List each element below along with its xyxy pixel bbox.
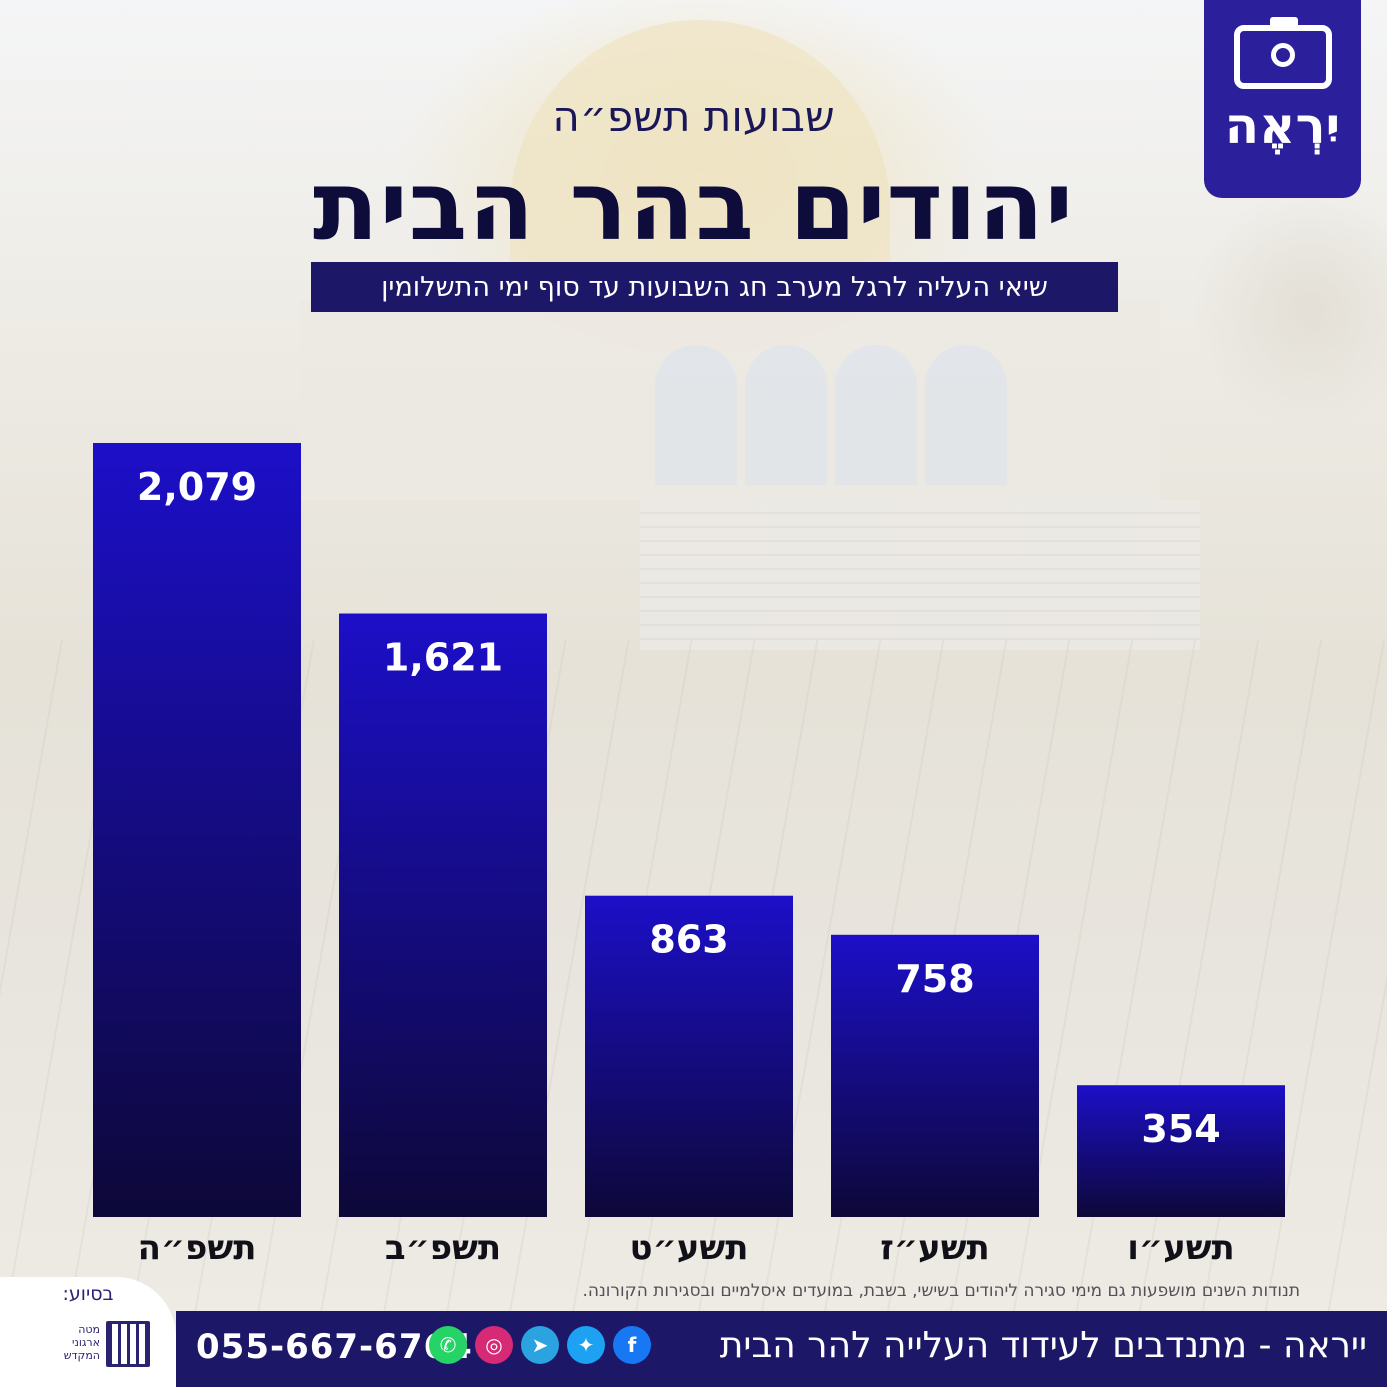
bar-1 xyxy=(339,613,547,1217)
footer-slogan: ייראה - מתנדבים לעידוד העלייה להר הבית xyxy=(719,1325,1367,1366)
footer-bar: 055-667-6764 ✆ ◎ ➤ ✦ f ייראה - מתנדבים ל… xyxy=(176,1311,1387,1387)
bar-value-label: 1,621 xyxy=(383,636,503,680)
bar-2 xyxy=(585,895,793,1217)
temple-icon xyxy=(106,1321,150,1367)
arch-shape xyxy=(655,345,737,485)
whatsapp-icon[interactable]: ✆ xyxy=(429,1326,467,1364)
twitter-icon[interactable]: ✦ xyxy=(567,1326,605,1364)
social-icons: ✆ ◎ ➤ ✦ f xyxy=(429,1326,651,1364)
arch-shape xyxy=(745,345,827,485)
category-label: תשע״ו xyxy=(1127,1228,1234,1268)
category-label: תשפ״ב xyxy=(385,1228,501,1268)
bar-value-label: 2,079 xyxy=(137,465,257,509)
logo-text: יִרְאֶה xyxy=(1224,97,1341,155)
footnote: תנודות השנים מושפעות גם מימי סגירה ליהוד… xyxy=(582,1281,1300,1301)
bar-3 xyxy=(831,934,1039,1217)
category-label: תשע״ט xyxy=(630,1228,749,1268)
bar-value-label: 354 xyxy=(1141,1107,1220,1151)
sponsor-org: מטה ארגוני המקדש xyxy=(63,1323,100,1362)
stairs-shape xyxy=(640,500,1200,650)
facebook-icon[interactable]: f xyxy=(613,1326,651,1364)
bar-4 xyxy=(1077,1085,1285,1217)
brand-logo[interactable]: יִרְאֶה xyxy=(1204,0,1361,198)
category-label: תשע״ז xyxy=(880,1228,989,1268)
telegram-icon[interactable]: ➤ xyxy=(521,1326,559,1364)
phone-number[interactable]: 055-667-6764 xyxy=(196,1327,473,1367)
category-label: תשפ״ה xyxy=(138,1228,257,1268)
arch-shape xyxy=(835,345,917,485)
arch-shape xyxy=(925,345,1007,485)
sponsor-logo: מטה ארגוני המקדש xyxy=(48,1311,150,1381)
instagram-icon[interactable]: ◎ xyxy=(475,1326,513,1364)
tagline-banner: שיאי העליה לרגל מערב חג השבועות עד סוף י… xyxy=(311,262,1118,312)
bar-value-label: 758 xyxy=(895,957,974,1001)
bar-chart: 2,079 תשפ״ה 1,621 תשפ״ב 863 תשע״ט 758 תשע״ז 354 ת… xyxy=(93,443,1285,1268)
sponsor-label: בסיוע: xyxy=(62,1283,114,1305)
page-subtitle: שבועות תשפ״ה xyxy=(552,92,835,141)
camera-icon xyxy=(1233,17,1332,89)
bar-0 xyxy=(93,443,301,1217)
sponsor-badge: בסיוע: מטה ארגוני המקדש xyxy=(0,1277,176,1387)
page-title: יהודים בהר הבית xyxy=(312,150,1075,262)
bar-value-label: 863 xyxy=(649,918,728,962)
